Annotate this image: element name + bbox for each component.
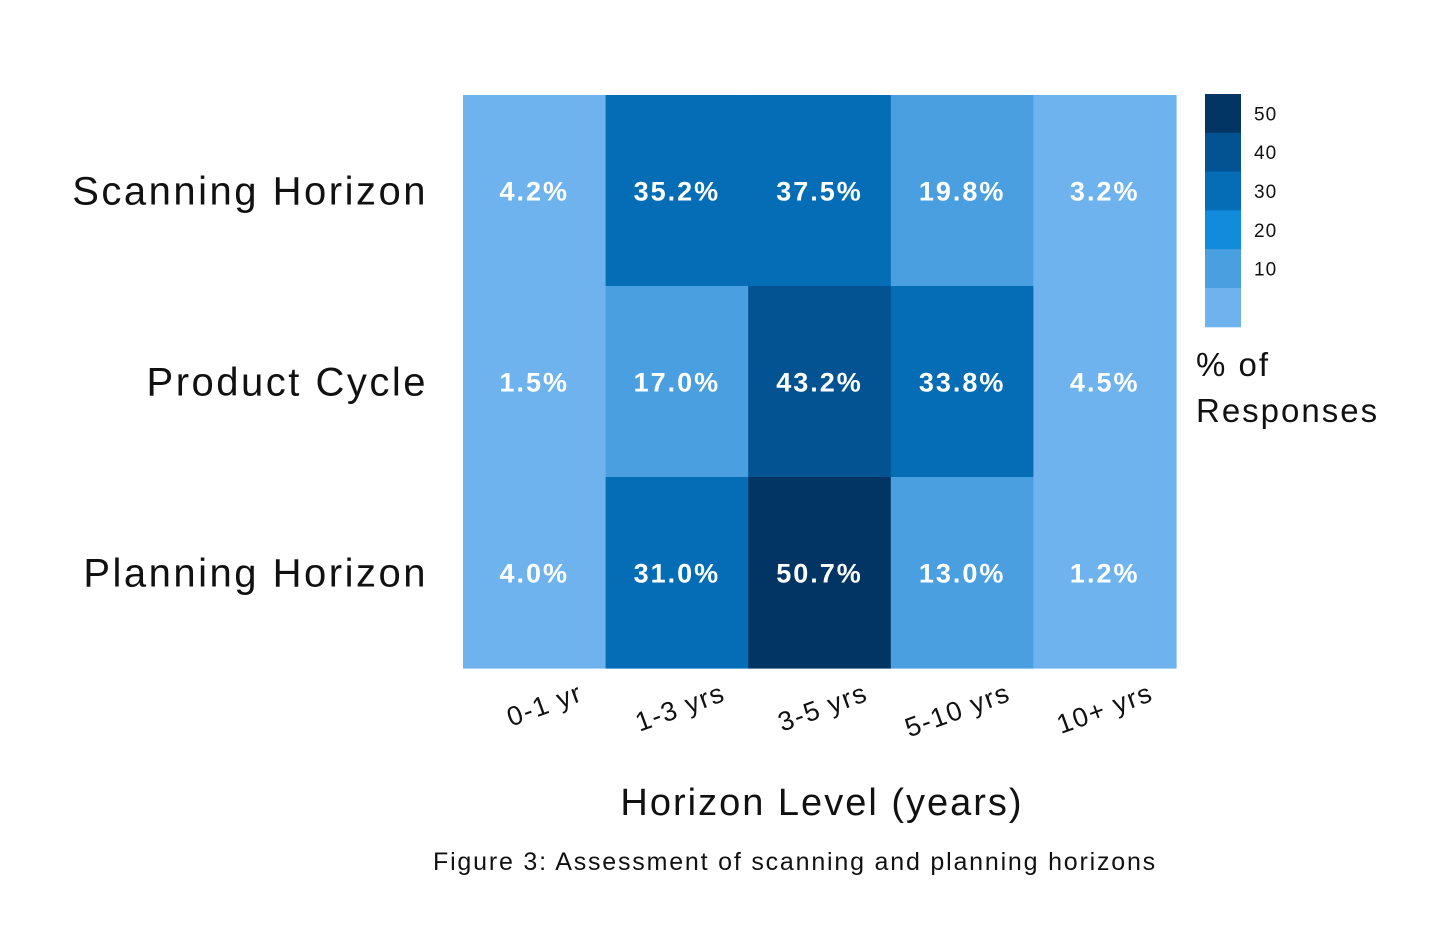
heatmap-cell <box>1033 477 1177 669</box>
cell-value-label: 50.7% <box>776 559 863 589</box>
cell-value-label: 43.2% <box>776 368 863 398</box>
colorbar-segment <box>1205 249 1241 289</box>
cell-value-label: 33.8% <box>919 368 1006 398</box>
cell-value-label: 37.5% <box>776 177 863 207</box>
heatmap-cells <box>463 95 1177 669</box>
x-axis-label: Horizon Level (years) <box>620 782 1023 824</box>
cell-value-label: 19.8% <box>919 177 1006 207</box>
cell-value-label: 31.0% <box>634 559 721 589</box>
column-label: 0-1 yr <box>503 677 587 732</box>
cell-value-label: 1.5% <box>500 368 570 398</box>
heatmap-cell <box>748 286 892 478</box>
row-label: Scanning Horizon <box>72 170 428 214</box>
colorbar-tick-label: 30 <box>1254 182 1277 203</box>
colorbar-segment <box>1205 171 1241 211</box>
heatmap-cell <box>605 286 749 478</box>
colorbar-tick-label: 10 <box>1254 260 1277 281</box>
cell-value-label: 17.0% <box>634 368 721 398</box>
colorbar-tick-label: 20 <box>1254 221 1277 242</box>
heatmap-cell-labels: 4.2% 35.2% 37.5% 19.8% 3.2% 1.5% 17.0% 43.2% 33.… <box>500 177 1140 589</box>
heatmap-cell <box>463 95 607 287</box>
row-label: Planning Horizon <box>83 552 428 596</box>
column-label: 3-5 yrs <box>774 677 872 737</box>
colorbar-title: Responses <box>1196 392 1379 429</box>
colorbar-tick-label: 40 <box>1254 143 1277 164</box>
heatmap-cell <box>1033 286 1177 478</box>
cell-value-label: 3.2% <box>1070 177 1140 207</box>
column-label: 5-10 yrs <box>901 677 1014 743</box>
cell-value-label: 4.2% <box>500 177 570 207</box>
column-labels: 0-1 yr 1-3 yrs 3-5 yrs 5-10 yrs 10+ yrs <box>503 677 1157 743</box>
heatmap-cell <box>748 95 892 287</box>
figure-caption: Figure 3: Assessment of scanning and pla… <box>433 848 1157 876</box>
cell-value-label: 35.2% <box>634 177 721 207</box>
heatmap-cell <box>890 286 1034 478</box>
heatmap-cell <box>748 477 892 669</box>
column-label: 1-3 yrs <box>631 677 729 737</box>
cell-value-label: 1.2% <box>1070 559 1140 589</box>
heatmap-cell <box>890 477 1034 669</box>
colorbar-title: % of <box>1196 346 1270 383</box>
row-labels: Scanning Horizon Product Cycle Planning Ho… <box>72 170 428 596</box>
heatmap-cell <box>605 95 749 287</box>
heatmap-cell <box>890 95 1034 287</box>
colorbar-segment <box>1205 210 1241 250</box>
row-label: Product Cycle <box>147 361 428 405</box>
column-label: 10+ yrs <box>1053 677 1157 739</box>
heatmap-cell <box>463 477 607 669</box>
heatmap-cell <box>463 286 607 478</box>
colorbar: 50 40 30 20 10 % of Responses <box>1196 94 1379 429</box>
heatmap-cell <box>605 477 749 669</box>
heatmap-cell <box>1033 95 1177 287</box>
colorbar-tick-label: 50 <box>1254 104 1277 125</box>
colorbar-segment <box>1205 94 1241 134</box>
cell-value-label: 4.5% <box>1070 368 1140 398</box>
colorbar-segment <box>1205 288 1241 328</box>
cell-value-label: 4.0% <box>500 559 570 589</box>
cell-value-label: 13.0% <box>919 559 1006 589</box>
colorbar-segment <box>1205 132 1241 173</box>
